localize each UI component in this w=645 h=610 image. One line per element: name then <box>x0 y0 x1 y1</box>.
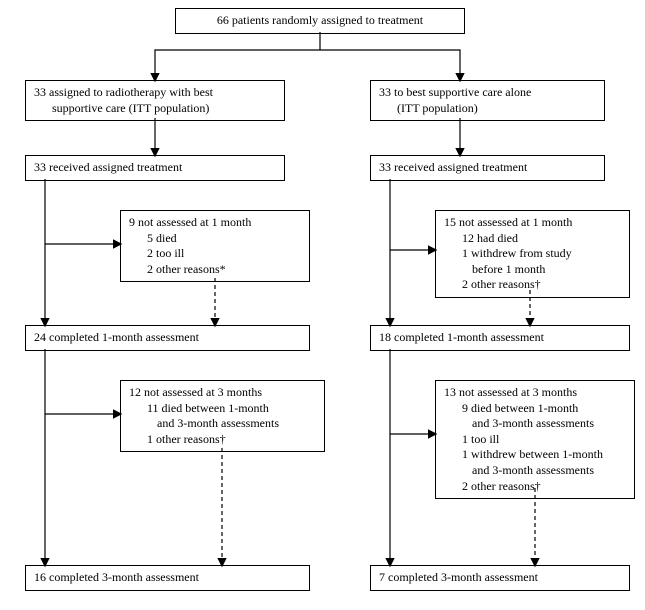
node-right-na1: 15 not assessed at 1 month 12 had died 1… <box>435 210 630 298</box>
line: 33 to best supportive care alone <box>379 85 596 101</box>
text: 7 completed 3-month assessment <box>379 570 538 584</box>
line: (ITT population) <box>379 101 596 117</box>
sub3: 2 other reasons† <box>444 277 621 293</box>
node-right-3mo: 7 completed 3-month assessment <box>370 565 630 591</box>
node-right-assigned: 33 to best supportive care alone (ITT po… <box>370 80 605 121</box>
main: 9 not assessed at 1 month <box>129 215 301 231</box>
text: 18 completed 1-month assessment <box>379 330 544 344</box>
sub: 9 died between 1-month <box>444 401 626 417</box>
sub: 2 too ill <box>129 246 301 262</box>
sub: 2 other reasons* <box>129 262 301 278</box>
sub: 11 died between 1-month <box>129 401 316 417</box>
text: 16 completed 3-month assessment <box>34 570 199 584</box>
sub: 5 died <box>129 231 301 247</box>
node-right-1mo: 18 completed 1-month assessment <box>370 325 630 351</box>
node-top-text: 66 patients randomly assigned to treatme… <box>217 13 423 27</box>
main: 13 not assessed at 3 months <box>444 385 626 401</box>
sub2: before 1 month <box>444 262 621 278</box>
sub5: 2 other reasons† <box>444 479 626 495</box>
text: 24 completed 1-month assessment <box>34 330 199 344</box>
node-left-3mo: 16 completed 3-month assessment <box>25 565 310 591</box>
node-right-received: 33 received assigned treatment <box>370 155 605 181</box>
sub4: and 3-month assessments <box>444 463 626 479</box>
sub2: and 3-month assessments <box>444 416 626 432</box>
sub3: 1 too ill <box>444 432 626 448</box>
line: 33 assigned to radiotherapy with best <box>34 85 276 101</box>
node-left-assigned: 33 assigned to radiotherapy with best su… <box>25 80 285 121</box>
line: supportive care (ITT population) <box>34 101 276 117</box>
text: 33 received assigned treatment <box>34 160 182 174</box>
main: 12 not assessed at 3 months <box>129 385 316 401</box>
node-left-received: 33 received assigned treatment <box>25 155 285 181</box>
sub2: and 3-month assessments <box>129 416 316 432</box>
node-left-na1: 9 not assessed at 1 month 5 died 2 too i… <box>120 210 310 282</box>
node-left-na3: 12 not assessed at 3 months 11 died betw… <box>120 380 325 452</box>
sub: 12 had died <box>444 231 621 247</box>
sub: 1 withdrew from study <box>444 246 621 262</box>
node-right-na3: 13 not assessed at 3 months 9 died betwe… <box>435 380 635 499</box>
node-left-1mo: 24 completed 1-month assessment <box>25 325 310 351</box>
text: 33 received assigned treatment <box>379 160 527 174</box>
main: 15 not assessed at 1 month <box>444 215 621 231</box>
sub3b: 1 withdrew between 1-month <box>444 447 626 463</box>
node-top: 66 patients randomly assigned to treatme… <box>175 8 465 34</box>
sub3: 1 other reasons† <box>129 432 316 448</box>
